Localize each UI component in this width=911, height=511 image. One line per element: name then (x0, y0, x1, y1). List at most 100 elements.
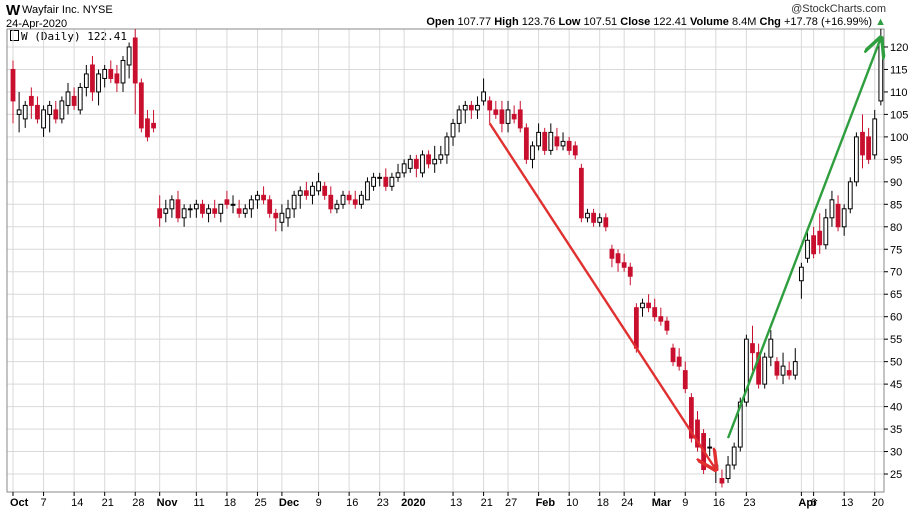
candle (138, 78, 144, 133)
candle (468, 100, 474, 119)
x-tick-label: 18 (597, 497, 609, 509)
low-value: 107.51 (583, 16, 618, 28)
green-trend-arrow (726, 38, 881, 439)
candle-body (28, 95, 34, 106)
x-tick-label: 25 (254, 497, 266, 509)
candle (682, 361, 688, 394)
x-tick-label: Apr (798, 497, 818, 509)
candle-body (603, 217, 609, 228)
candle-body (444, 136, 450, 156)
up-triangle-icon: ▲ (875, 16, 886, 28)
candle-body (328, 194, 334, 210)
candle (811, 226, 817, 259)
candle (829, 190, 835, 227)
candle-body (236, 208, 242, 214)
candle-body (420, 154, 425, 174)
candle (511, 105, 517, 124)
candle (695, 411, 700, 452)
candle (255, 190, 260, 209)
x-tick-label: Feb (536, 497, 556, 509)
candle (297, 186, 303, 209)
candle-body (22, 104, 28, 120)
candle-body (652, 307, 658, 318)
candle-body (633, 307, 639, 349)
candle-body (438, 154, 444, 160)
candle (426, 150, 431, 169)
candle-body (96, 73, 101, 93)
candle-body (768, 338, 774, 358)
candle-body (132, 37, 138, 84)
candle (334, 199, 340, 214)
candle (22, 100, 28, 128)
candle-body (432, 158, 438, 165)
candle (652, 298, 658, 322)
candle (462, 100, 468, 124)
x-tick-label: Oct (10, 497, 29, 509)
low-label: Low (558, 16, 581, 28)
candle-body (193, 203, 199, 210)
candle (261, 186, 266, 205)
candle (823, 208, 829, 250)
candle (530, 141, 535, 169)
candle-body (530, 145, 535, 160)
candle-body (872, 118, 878, 156)
legend-swatch-icon (10, 30, 19, 41)
candle-body (780, 365, 786, 376)
x-tick-label: 6 (811, 497, 817, 509)
open-label: Open (426, 16, 455, 28)
y-tick-label: 90 (890, 177, 902, 189)
candle-body (285, 208, 291, 219)
candle-body (878, 37, 884, 102)
candle-body (163, 208, 169, 214)
candle-body (676, 356, 682, 367)
candle (41, 105, 46, 137)
candle (853, 132, 859, 187)
candle-body (664, 320, 670, 331)
candle-body (762, 356, 768, 385)
volume-value: 8.4M (731, 16, 757, 28)
x-tick-label: 20 (872, 497, 884, 509)
candle-body (627, 266, 633, 277)
candle (591, 208, 596, 227)
candle (621, 253, 627, 272)
candle-body (255, 194, 260, 201)
candle (371, 172, 376, 191)
candle (835, 195, 841, 232)
candle (169, 195, 175, 218)
candle (847, 177, 853, 214)
candle-body (511, 113, 517, 120)
x-tick-label: 9 (316, 497, 322, 509)
y-tick-label: 75 (890, 244, 902, 256)
candle-body (578, 167, 584, 219)
candle-body (823, 217, 829, 246)
candle-body (59, 100, 65, 120)
candle (841, 204, 847, 236)
candle (578, 163, 584, 223)
candle (597, 213, 603, 227)
close-label: Close (620, 16, 651, 28)
candle (206, 204, 211, 223)
candle (187, 204, 193, 218)
candle-body (181, 208, 187, 219)
candle (163, 199, 169, 223)
candle (517, 100, 523, 133)
candle-body (218, 203, 224, 214)
candle (346, 190, 352, 205)
candle-body (322, 185, 328, 196)
candle (627, 262, 633, 286)
candle (640, 298, 645, 317)
candle-body (157, 208, 163, 219)
candle-body (817, 230, 823, 246)
candle-body (468, 104, 474, 111)
candle (438, 145, 444, 164)
y-axis: 25 30 35 40 45 50 55 60 65 70 75 80 85 90 95 100 105 110 1… (884, 42, 908, 481)
candle (303, 181, 309, 200)
candle (377, 172, 383, 187)
candle-body (658, 316, 664, 322)
candle (676, 348, 682, 371)
x-tick-label: 21 (481, 497, 493, 509)
y-tick-label: 105 (890, 109, 908, 121)
x-tick-label: Dec (279, 497, 299, 509)
candle (866, 127, 872, 164)
candle-body (407, 158, 413, 169)
